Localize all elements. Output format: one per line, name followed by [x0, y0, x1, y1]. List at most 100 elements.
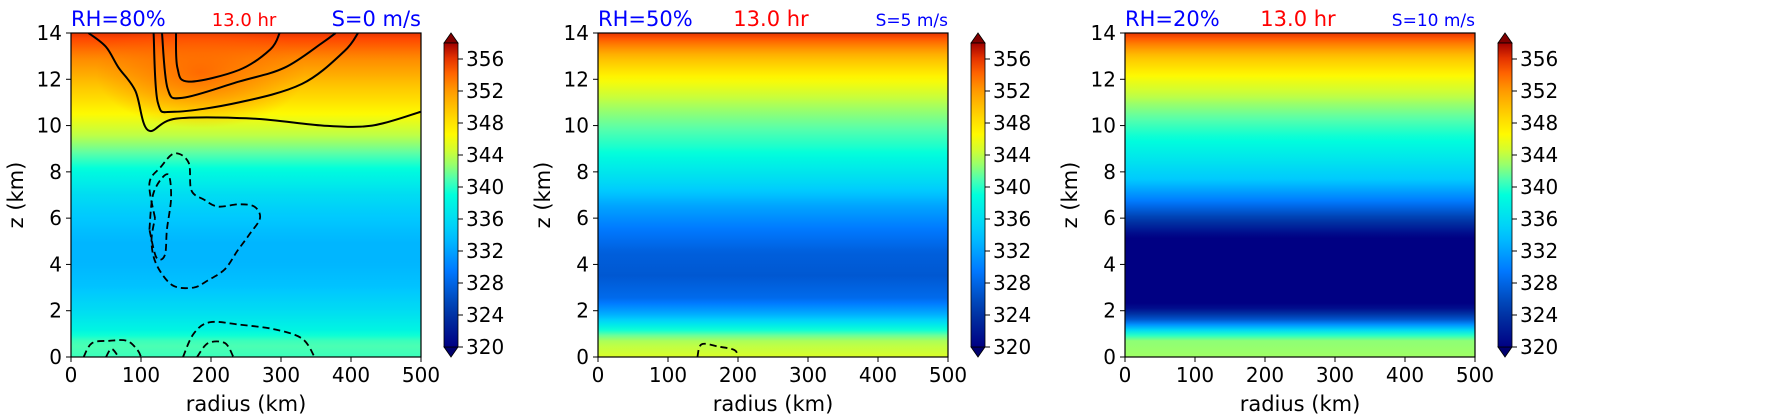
dashed-contour-4	[182, 320, 316, 357]
y-axis-label: z (km)	[1058, 162, 1082, 229]
x-tick-label: 200	[192, 363, 230, 387]
x-tick-label: 100	[122, 363, 160, 387]
colorbar-tick-label: 320	[993, 335, 1031, 359]
x-tick-label: 0	[1119, 363, 1132, 387]
y-tick-label: 2	[49, 299, 62, 323]
y-tick-label: 2	[576, 299, 589, 323]
y-tick-label: 4	[1103, 252, 1116, 276]
y-tick-label: 4	[49, 252, 62, 276]
colorbar-min-extend	[970, 346, 986, 358]
y-tick-label: 10	[1091, 114, 1116, 138]
colorbar-max-extend	[1497, 32, 1513, 44]
colorbar-tick-label: 324	[466, 303, 504, 327]
colorbar-tick-label: 348	[993, 111, 1031, 135]
shear-label: S=0 m/s	[332, 7, 421, 31]
solid-contour-1	[174, 33, 281, 83]
colorbar-tick-label: 320	[466, 335, 504, 359]
dashed-contour-2	[148, 173, 173, 261]
colorbar-tick-label: 344	[1520, 143, 1558, 167]
shear-label: S=10 m/s	[1392, 11, 1475, 31]
y-tick-label: 2	[1103, 299, 1116, 323]
x-tick-label: 0	[65, 363, 78, 387]
x-axis-label: radius (km)	[186, 392, 307, 416]
plot-frame	[70, 32, 422, 358]
y-tick-label: 6	[49, 206, 62, 230]
colorbar-max-extend	[970, 32, 986, 44]
y-tick-label: 12	[37, 67, 62, 91]
solid-contour-3	[152, 33, 359, 114]
x-tick-label: 0	[592, 363, 605, 387]
colorbar-tick-label: 324	[993, 303, 1031, 327]
y-tick-label: 14	[37, 21, 62, 45]
colorbar-tick-label: 336	[993, 207, 1031, 231]
x-tick-label: 100	[649, 363, 687, 387]
x-tick-label: 200	[1246, 363, 1284, 387]
plot-frame	[597, 32, 949, 358]
y-tick-label: 10	[37, 114, 62, 138]
colorbar-min-extend	[1497, 346, 1513, 358]
y-axis-label: z (km)	[531, 162, 555, 229]
colorbar-tick-label: 344	[993, 143, 1031, 167]
y-tick-label: 14	[564, 21, 589, 45]
x-tick-label: 400	[332, 363, 370, 387]
colorbar-scale	[970, 42, 986, 348]
y-tick-label: 8	[576, 160, 589, 184]
colorbar-tick-label: 344	[466, 143, 504, 167]
y-tick-label: 8	[49, 160, 62, 184]
theta-e-field	[71, 33, 421, 357]
colorbar-tick-label: 348	[1520, 111, 1558, 135]
dashed-contour-6	[105, 347, 120, 357]
x-tick-label: 400	[1386, 363, 1424, 387]
panel-2: 0 100 200 300 400 500 0 2 4 6 8 10 12 14 radius (km) z …	[531, 7, 1031, 416]
solid-contour-4	[87, 33, 421, 133]
colorbar-tick-label: 352	[1520, 79, 1558, 103]
colorbar-tick-label: 332	[466, 239, 504, 263]
y-tick-label: 12	[564, 67, 589, 91]
colorbar-tick-label: 332	[1520, 239, 1558, 263]
x-tick-label: 300	[789, 363, 827, 387]
x-tick-label: 300	[1316, 363, 1354, 387]
y-tick-label: 14	[1091, 21, 1116, 45]
rh-label: RH=50%	[598, 7, 693, 31]
x-axis-label: radius (km)	[1240, 392, 1361, 416]
panel-1: 0 100 200 300 400 500 0 2 4 6 8 10 12 14 radius (km) z …	[4, 7, 504, 416]
x-tick-label: 200	[719, 363, 757, 387]
time-label: 13.0 hr	[212, 10, 277, 31]
y-tick-label: 12	[1091, 67, 1116, 91]
y-tick-label: 6	[576, 206, 589, 230]
x-axis-label: radius (km)	[713, 392, 834, 416]
dashed-contour-1	[696, 342, 739, 357]
colorbar: 320 324 328 332 336 340 344 348 352 356	[443, 32, 504, 359]
colorbar-tick-label: 348	[466, 111, 504, 135]
y-tick-label: 8	[1103, 160, 1116, 184]
colorbar-tick-label: 336	[1520, 207, 1558, 231]
colorbar-tick-label: 352	[993, 79, 1031, 103]
colorbar: 320 324 328 332 336 340 344 348 352 356	[970, 32, 1031, 359]
dashed-contour-1	[148, 152, 262, 290]
colorbar-tick-label: 336	[466, 207, 504, 231]
plot-frame	[1124, 32, 1476, 358]
shear-label: S=5 m/s	[876, 11, 949, 31]
colorbar-max-extend	[443, 32, 459, 44]
y-tick-label: 4	[576, 252, 589, 276]
y-tick-label: 6	[1103, 206, 1116, 230]
panel-3: 0 100 200 300 400 500 0 2 4 6 8 10 12 14 radius (km) z …	[1058, 7, 1558, 416]
rh-label: RH=80%	[71, 7, 166, 31]
colorbar-tick-label: 328	[1520, 271, 1558, 295]
x-tick-label: 500	[1456, 363, 1494, 387]
y-tick-label: 0	[49, 345, 62, 369]
x-tick-label: 400	[859, 363, 897, 387]
time-label: 13.0 hr	[733, 7, 809, 31]
dashed-contour-3	[82, 339, 142, 357]
colorbar-tick-label: 356	[1520, 47, 1558, 71]
colorbar-tick-label: 352	[466, 79, 504, 103]
x-tick-label: 300	[262, 363, 300, 387]
colorbar-tick-label: 324	[1520, 303, 1558, 327]
theta-e-field	[1125, 33, 1475, 357]
x-tick-label: 500	[929, 363, 967, 387]
rh-label: RH=20%	[1125, 7, 1220, 31]
theta-e-field	[598, 33, 948, 357]
colorbar-tick-label: 356	[993, 47, 1031, 71]
colorbar-min-extend	[443, 346, 459, 358]
